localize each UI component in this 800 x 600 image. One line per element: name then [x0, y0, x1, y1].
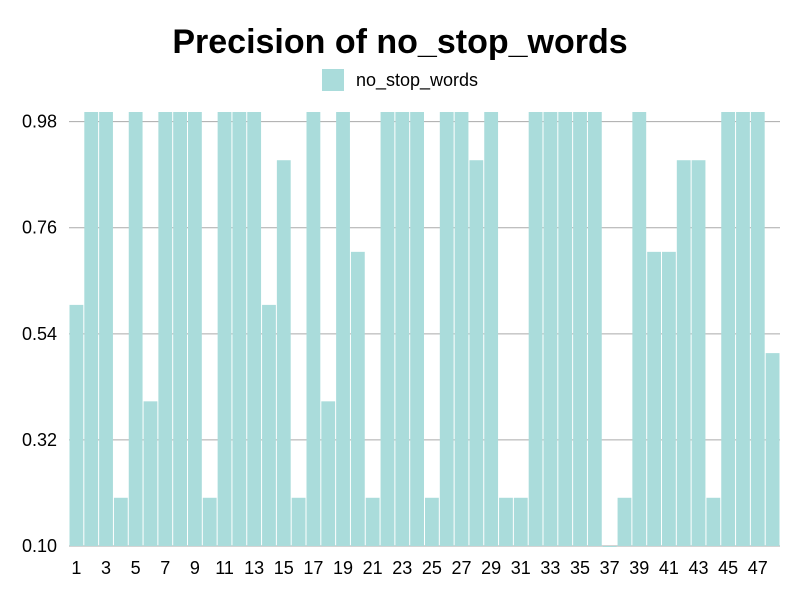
bar — [750, 112, 765, 546]
x-tick-label: 35 — [570, 558, 590, 578]
x-tick-label: 39 — [629, 558, 649, 578]
y-tick-label: 0.10 — [22, 536, 57, 556]
bar — [573, 112, 587, 546]
bar — [736, 112, 750, 546]
bar — [380, 112, 395, 546]
y-tick-label: 0.98 — [22, 112, 57, 132]
bar — [513, 497, 528, 546]
bar — [454, 112, 469, 546]
bar — [439, 112, 454, 546]
bar — [143, 401, 158, 546]
x-tick-label: 29 — [481, 558, 501, 578]
bar — [602, 546, 617, 547]
bar — [321, 401, 336, 546]
bar — [765, 353, 780, 546]
y-tick-label: 0.76 — [22, 218, 57, 238]
bar — [217, 112, 232, 546]
bar — [484, 112, 499, 546]
x-tick-label: 15 — [274, 558, 294, 578]
bar — [365, 497, 380, 546]
x-tick-label: 1 — [71, 558, 81, 578]
bar — [173, 112, 187, 546]
x-tick-label: 41 — [659, 558, 679, 578]
x-tick-label: 43 — [689, 558, 709, 578]
bar — [202, 497, 217, 546]
bar — [306, 112, 321, 546]
bar — [128, 112, 143, 546]
legend-swatch — [321, 69, 344, 91]
bar — [247, 112, 262, 546]
x-tick-label: 7 — [160, 558, 170, 578]
bar — [336, 112, 350, 546]
bar — [425, 497, 439, 546]
bar — [276, 160, 291, 546]
chart-title: Precision of no_stop_words — [172, 23, 628, 61]
x-tick-label: 3 — [101, 558, 111, 578]
legend: no_stop_words — [0, 69, 800, 91]
x-tick-label: 25 — [422, 558, 442, 578]
x-tick-label: 9 — [190, 558, 200, 578]
bar — [558, 112, 573, 546]
x-tick-label: 33 — [540, 558, 560, 578]
bar — [543, 112, 558, 546]
x-tick-label: 19 — [333, 558, 353, 578]
bar — [410, 112, 424, 546]
bar — [262, 304, 276, 546]
bar — [469, 160, 484, 546]
bar — [113, 497, 128, 546]
bar — [69, 304, 84, 546]
bar — [188, 112, 202, 546]
x-tick-label: 27 — [452, 558, 472, 578]
y-tick-label: 0.32 — [22, 430, 57, 450]
bar — [647, 251, 661, 546]
bar — [676, 160, 691, 546]
bar — [587, 112, 602, 546]
bar — [691, 160, 706, 546]
bar — [99, 112, 113, 546]
x-tick-label: 13 — [244, 558, 264, 578]
bar — [158, 112, 173, 546]
bar — [499, 497, 513, 546]
x-tick-label: 11 — [215, 558, 234, 578]
y-tick-label: 0.54 — [22, 324, 57, 344]
bar — [350, 251, 365, 546]
bar — [395, 112, 410, 546]
bar — [528, 112, 543, 546]
x-tick-label: 5 — [131, 558, 141, 578]
x-tick-label: 47 — [748, 558, 768, 578]
x-tick-label: 23 — [392, 558, 412, 578]
x-tick-label: 17 — [303, 558, 323, 578]
x-tick-label: 45 — [718, 558, 738, 578]
x-tick-label: 37 — [600, 558, 620, 578]
bar — [706, 497, 721, 546]
bar — [721, 112, 736, 546]
bar — [84, 112, 99, 546]
x-tick-label: 31 — [511, 558, 531, 578]
bar — [232, 112, 247, 546]
bar — [291, 497, 306, 546]
bar — [617, 497, 632, 546]
bar — [632, 112, 647, 546]
x-tick-label: 21 — [363, 558, 383, 578]
bar — [662, 251, 676, 546]
legend-label: no_stop_words — [355, 69, 479, 90]
